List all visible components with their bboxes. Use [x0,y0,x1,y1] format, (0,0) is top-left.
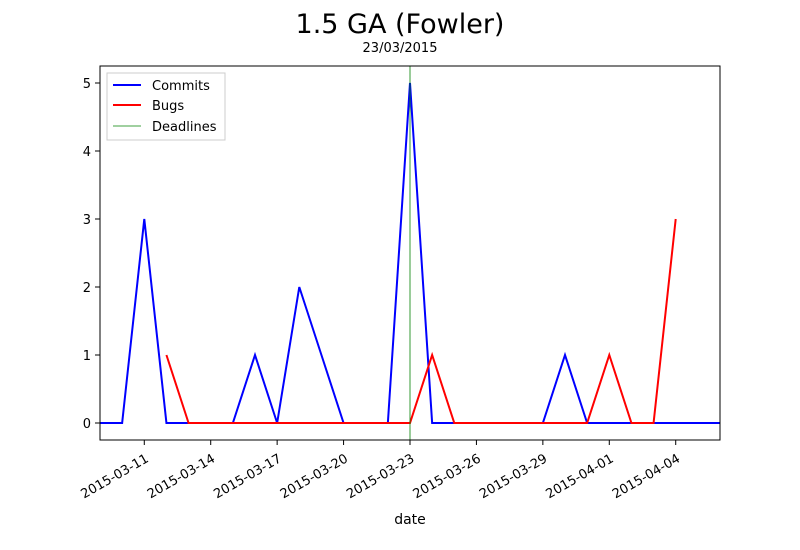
y-tick-label: 5 [83,77,91,92]
y-tick-label: 2 [83,281,91,296]
x-axis-label: date [394,512,426,528]
x-tick-label: 2015-03-14 [145,451,218,502]
x-tick-label: 2015-04-04 [610,451,683,502]
plot-frame [99,65,721,441]
series-line-bugs [165,218,677,424]
y-axis-ticks: 0 1 2 3 4 5 [83,77,100,432]
y-tick-label: 1 [83,349,91,364]
y-tick-label: 4 [83,145,91,160]
legend-label-commits: Commits [152,79,210,94]
y-tick-label: 0 [83,417,91,432]
x-tick-label: 2015-03-11 [79,451,152,502]
x-tick-label: 2015-04-01 [544,451,617,502]
x-tick-label: 2015-03-23 [344,451,417,502]
legend-label-bugs: Bugs [152,99,184,114]
plot-marks [100,66,720,440]
legend: Commits Bugs Deadlines [106,72,226,141]
x-axis-ticks: 2015-03-112015-03-142015-03-172015-03-20… [79,440,683,502]
x-tick-label: 2015-03-26 [411,451,484,502]
chart-title: 1.5 GA (Fowler) [296,9,505,40]
x-tick-label: 2015-03-20 [278,451,351,502]
x-tick-label: 2015-03-17 [211,451,284,502]
x-tick-label: 2015-03-29 [477,451,550,502]
legend-label-deadlines: Deadlines [152,120,217,135]
chart-subtitle: 23/03/2015 [363,41,438,56]
y-tick-label: 3 [83,213,91,228]
